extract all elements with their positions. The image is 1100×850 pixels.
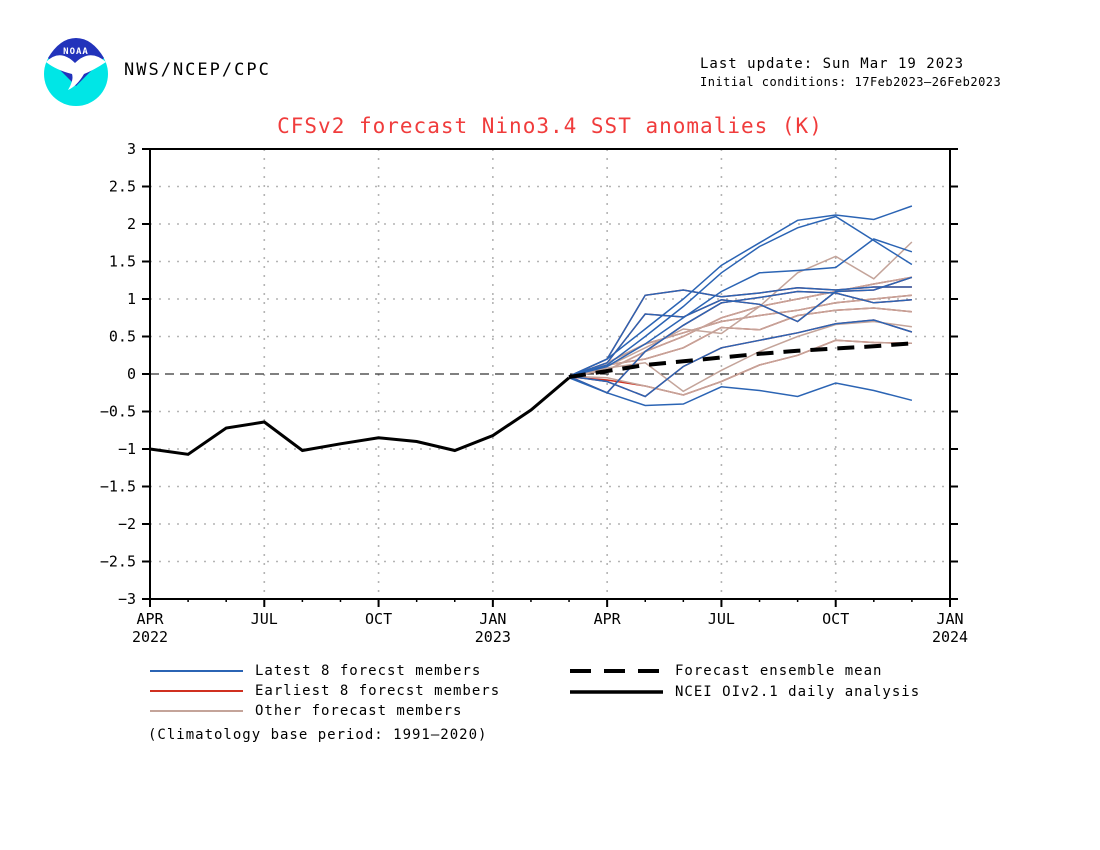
other-member-line [568, 294, 912, 378]
y-tick-label: −1.5 [100, 478, 136, 496]
y-tick-label: −2.5 [100, 553, 136, 571]
other-member-line [568, 339, 912, 396]
latest8-member-line [568, 238, 913, 378]
y-tick-label: 1.5 [109, 253, 136, 271]
x-tick-label: JUL [251, 610, 278, 628]
latest8-member-line [568, 319, 913, 398]
noaa-logo-fan [48, 38, 104, 86]
x-year-label: 2022 [132, 628, 168, 646]
other-line-sample [150, 710, 243, 712]
initial-conditions-text: Initial conditions: 17Feb2023–26Feb2023 [700, 75, 1002, 89]
latest8-member-line [568, 276, 913, 378]
noaa-logo-text: NOAA [63, 47, 89, 57]
x-tick-label: JUL [708, 610, 735, 628]
legend-label-latest8: Latest 8 forecst members [255, 663, 482, 679]
y-tick-label: −1 [118, 440, 136, 458]
earliest8-line-sample [150, 690, 243, 692]
x-tick-label: JAN [936, 610, 963, 628]
y-tick-label: −2 [118, 515, 136, 533]
seagull-icon [46, 55, 106, 90]
other-member-line [568, 241, 913, 378]
x-tick-label: APR [594, 610, 622, 628]
latest8-member-line [568, 205, 913, 377]
x-year-label: 2024 [932, 628, 968, 646]
observed-line-sample [570, 690, 663, 694]
climatology-note: (Climatology base period: 1991–2020) [148, 727, 488, 743]
ensemble-mean-line [568, 341, 913, 379]
y-tick-label: 0.5 [109, 328, 136, 346]
org-title: NWS/NCEP/CPC [124, 60, 271, 80]
other-member-line [568, 307, 912, 378]
mean-line-sample [570, 669, 663, 673]
y-tick-label: 2 [127, 215, 136, 233]
legend-item-ncei-analysis: NCEI OIv2.1 daily analysis [570, 684, 920, 700]
x-year-label: 2023 [475, 628, 511, 646]
x-tick-label: JAN [479, 610, 506, 628]
noaa-logo: NOAA [44, 38, 108, 106]
y-tick-label: −3 [118, 590, 136, 608]
observed-line [149, 376, 570, 456]
legend-item-ensemble-mean: Forecast ensemble mean [570, 663, 882, 679]
latest8-member-line [568, 286, 912, 377]
latest8-member-line [568, 290, 912, 394]
last-update-text: Last update: Sun Mar 19 2023 [700, 56, 965, 72]
y-tick-label: −0.5 [100, 403, 136, 421]
y-tick-label: 2.5 [109, 178, 136, 196]
legend-label-other: Other forecast members [255, 703, 463, 719]
latest8-line-sample [150, 670, 243, 672]
y-tick-label: 3 [127, 140, 136, 158]
x-tick-label: OCT [822, 610, 849, 628]
x-tick-label: APR [136, 610, 164, 628]
y-tick-label: 1 [127, 290, 136, 308]
legend-item-latest8: Latest 8 forecst members [150, 663, 481, 679]
other-member-line [568, 320, 913, 393]
legend-label-ncei-analysis: NCEI OIv2.1 daily analysis [675, 684, 921, 700]
latest8-member-line [568, 215, 913, 378]
x-tick-label: OCT [365, 610, 392, 628]
latest8-member-line [568, 377, 913, 407]
forecast-plume-chart: −3−2.5−2−1.5−1−0.500.511.522.53APR2022JU… [100, 140, 968, 646]
chart-title: CFSv2 forecast Nino3.4 SST anomalies (K) [277, 114, 823, 138]
legend-item-other: Other forecast members [150, 703, 462, 719]
legend-label-ensemble-mean: Forecast ensemble mean [675, 663, 883, 679]
legend-label-earliest8: Earliest 8 forecst members [255, 683, 501, 699]
legend-item-earliest8: Earliest 8 forecst members [150, 683, 500, 699]
y-tick-label: 0 [127, 365, 136, 383]
